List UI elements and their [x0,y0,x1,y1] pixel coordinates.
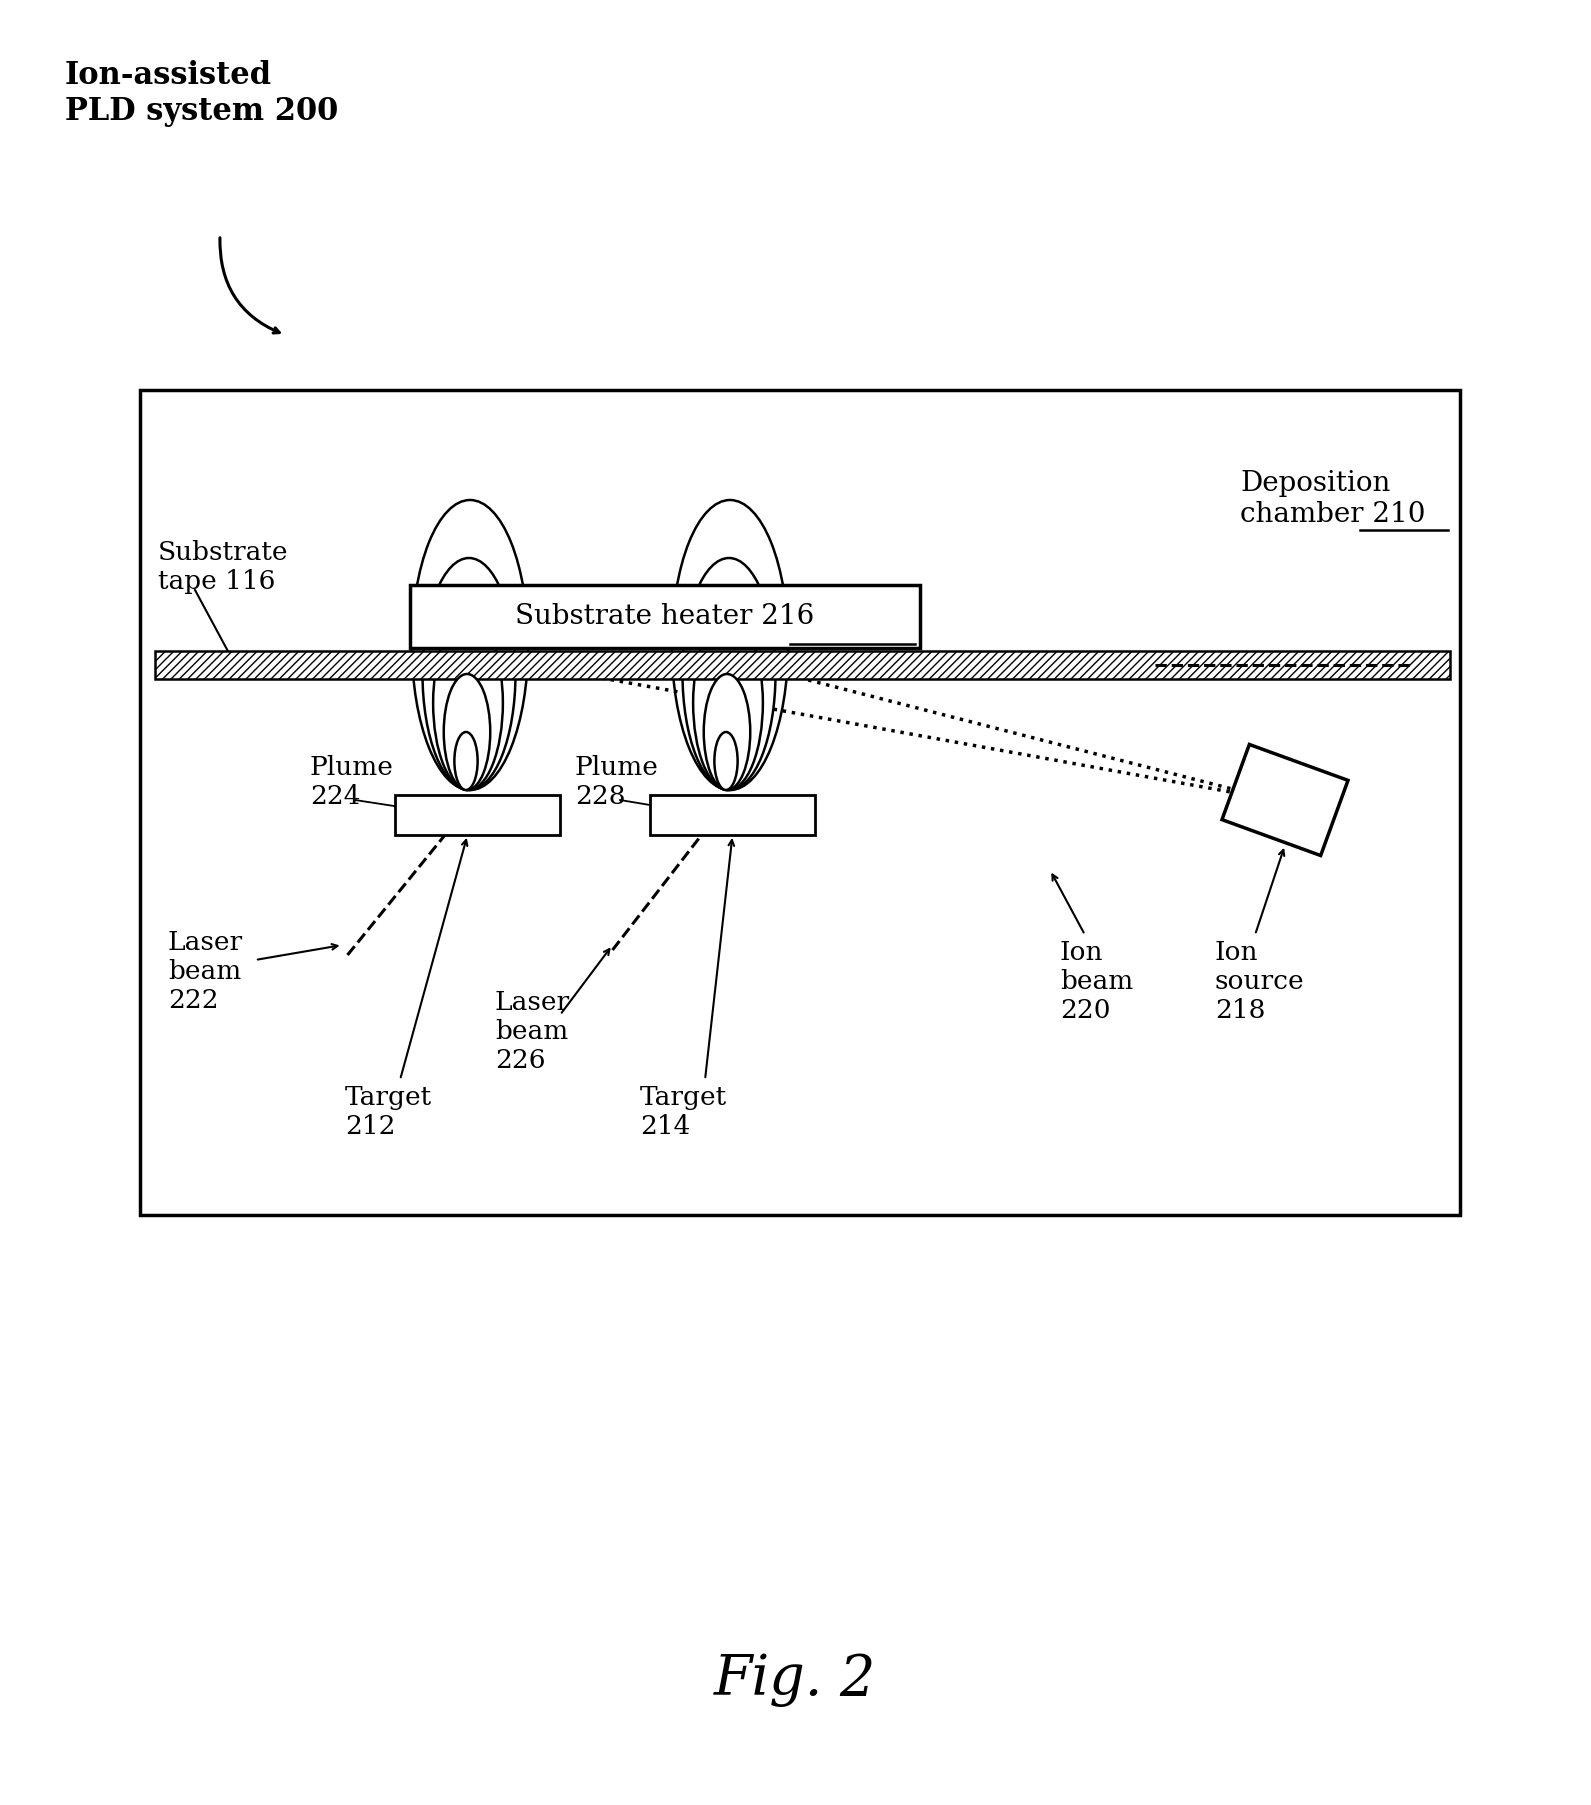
Text: Ion-assisted
PLD system 200: Ion-assisted PLD system 200 [65,60,339,126]
Ellipse shape [423,558,515,791]
Bar [140,390,1461,1215]
Bar [395,794,560,836]
Text: Laser
beam
222: Laser beam 222 [169,930,243,1013]
Bar [154,652,1449,679]
Ellipse shape [714,733,738,791]
Ellipse shape [683,558,775,791]
Ellipse shape [455,733,477,791]
Text: Fig. 2: Fig. 2 [714,1653,877,1708]
Ellipse shape [433,616,503,791]
Bar [651,794,815,836]
Ellipse shape [412,500,528,791]
Ellipse shape [444,673,490,791]
Text: Ion
beam
220: Ion beam 220 [1060,940,1133,1023]
Text: Target
212: Target 212 [345,1085,433,1139]
Bar [410,585,920,648]
Text: Substrate heater 216: Substrate heater 216 [515,603,815,630]
Text: Target
214: Target 214 [640,1085,727,1139]
Text: Deposition
chamber 210: Deposition chamber 210 [1239,469,1426,529]
Text: Laser
beam
226: Laser beam 226 [495,989,570,1072]
Ellipse shape [694,616,762,791]
Ellipse shape [703,673,751,791]
Bar [1222,744,1348,856]
Text: Plume
228: Plume 228 [574,754,659,809]
Text: Substrate
tape 116: Substrate tape 116 [158,540,288,594]
Ellipse shape [671,500,788,791]
Text: Plume
224: Plume 224 [310,754,395,809]
Text: Ion
source
218: Ion source 218 [1216,940,1305,1023]
